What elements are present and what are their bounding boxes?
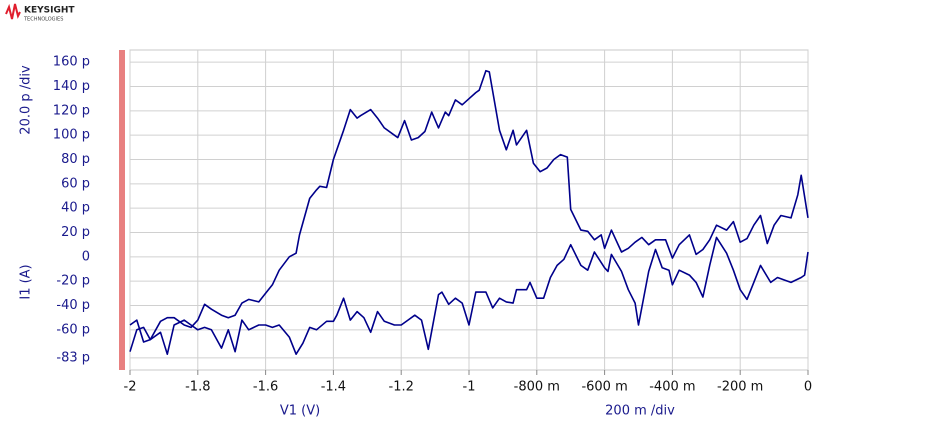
x-tick-label: -200 m <box>717 380 763 395</box>
y-tick-label: 160 p <box>53 55 90 70</box>
y-tick-label: 40 p <box>61 201 90 216</box>
y-tick-label: 0 <box>82 249 90 264</box>
x-tick-label: -1 <box>463 380 476 395</box>
x-tick-label: -1.6 <box>253 380 278 395</box>
x-div-label: 200 m /div <box>605 404 675 419</box>
y-tick-label: 80 p <box>61 152 90 167</box>
y-tick-label: 60 p <box>61 176 90 191</box>
y-tick-label: -40 p <box>56 298 90 313</box>
y-div-label: 20.0 p /div <box>19 65 34 135</box>
y-tick-label: -20 p <box>56 274 90 289</box>
y-axis-label: I1 (A) <box>19 264 34 299</box>
y-tick-label: 120 p <box>53 103 90 118</box>
data-line <box>129 236 809 355</box>
y-tick-label: 20 p <box>61 225 90 240</box>
logo-icon <box>5 3 21 20</box>
x-tick-label: -600 m <box>581 380 627 395</box>
y-tick-label: -60 p <box>56 322 90 337</box>
logo: KEYSIGHT TECHNOLOGIES <box>5 3 75 23</box>
x-tick-label: 0 <box>804 380 812 395</box>
y-tick-label: -83 p <box>56 350 90 365</box>
logo-name: KEYSIGHT <box>24 6 75 16</box>
x-tick-label: -800 m <box>514 380 560 395</box>
x-tick-label: -2 <box>124 380 137 395</box>
y-tick-label: 100 p <box>53 128 90 143</box>
side-bar <box>119 50 125 370</box>
y-tick-label: 140 p <box>53 79 90 94</box>
x-tick-label: -1.8 <box>185 380 210 395</box>
data-line <box>129 69 809 343</box>
x-tick-label: -1.4 <box>321 380 346 395</box>
x-tick-label: -400 m <box>649 380 695 395</box>
x-tick-label: -1.2 <box>389 380 414 395</box>
x-axis-label: V1 (V) <box>280 404 320 419</box>
logo-sub: TECHNOLOGIES <box>23 17 63 23</box>
